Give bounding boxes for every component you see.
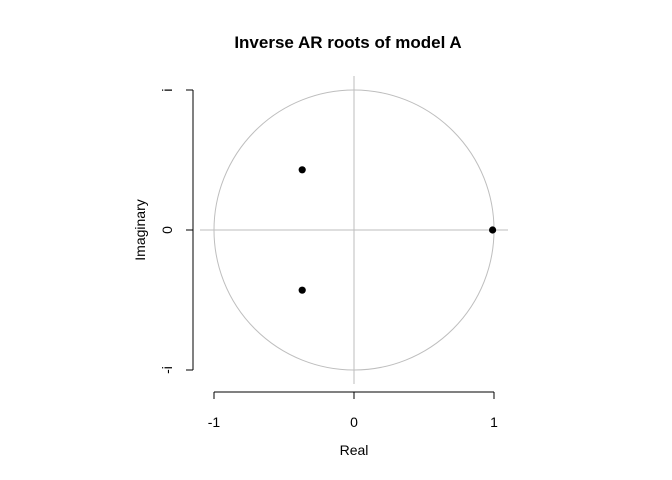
y-tick-label: -i bbox=[159, 366, 175, 374]
x-tick-label: -1 bbox=[208, 414, 221, 430]
root-point bbox=[298, 166, 306, 174]
x-axis-label: Real bbox=[340, 442, 369, 458]
y-tick-label: 0 bbox=[159, 226, 175, 234]
x-tick-label: 1 bbox=[490, 414, 498, 430]
root-point bbox=[298, 286, 306, 294]
x-tick-label: 0 bbox=[350, 414, 358, 430]
y-tick-label: i bbox=[159, 88, 175, 91]
chart-title: Inverse AR roots of model A bbox=[234, 33, 461, 52]
plot-area: -1 0 1 -i 0 i bbox=[159, 76, 508, 430]
y-axis-label: Imaginary bbox=[132, 199, 148, 260]
root-point bbox=[489, 226, 497, 234]
